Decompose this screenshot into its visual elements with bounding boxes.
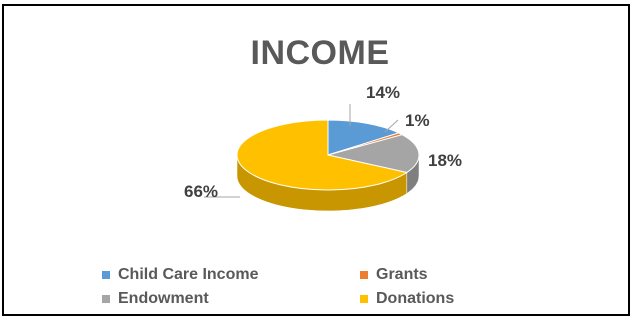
legend-item-grants: Grants [360, 266, 428, 284]
leader-line-1 [384, 119, 399, 133]
legend-item-endowment: Endowment [102, 290, 209, 308]
legend-label: Donations [376, 290, 455, 307]
legend-label: Grants [376, 266, 428, 283]
legend-label: Endowment [118, 290, 209, 307]
chart-title: INCOME [250, 34, 390, 72]
legend-swatch [102, 295, 110, 303]
data-label-0: 14% [366, 83, 400, 102]
data-label-1: 1% [405, 111, 430, 130]
legend-label: Child Care Income [118, 266, 259, 283]
legend-swatch [360, 271, 368, 279]
legend-swatch [360, 295, 368, 303]
pie-slice-3 [236, 119, 409, 191]
pie-slice-0 [327, 119, 401, 156]
legend-swatch [102, 271, 110, 279]
legend-item-donations: Donations [360, 290, 454, 308]
data-label-3: 66% [184, 182, 218, 201]
pie-slice-2 [327, 134, 420, 174]
legend-item-child-care-income: Child Care Income [102, 266, 258, 284]
data-label-2: 18% [428, 151, 462, 170]
